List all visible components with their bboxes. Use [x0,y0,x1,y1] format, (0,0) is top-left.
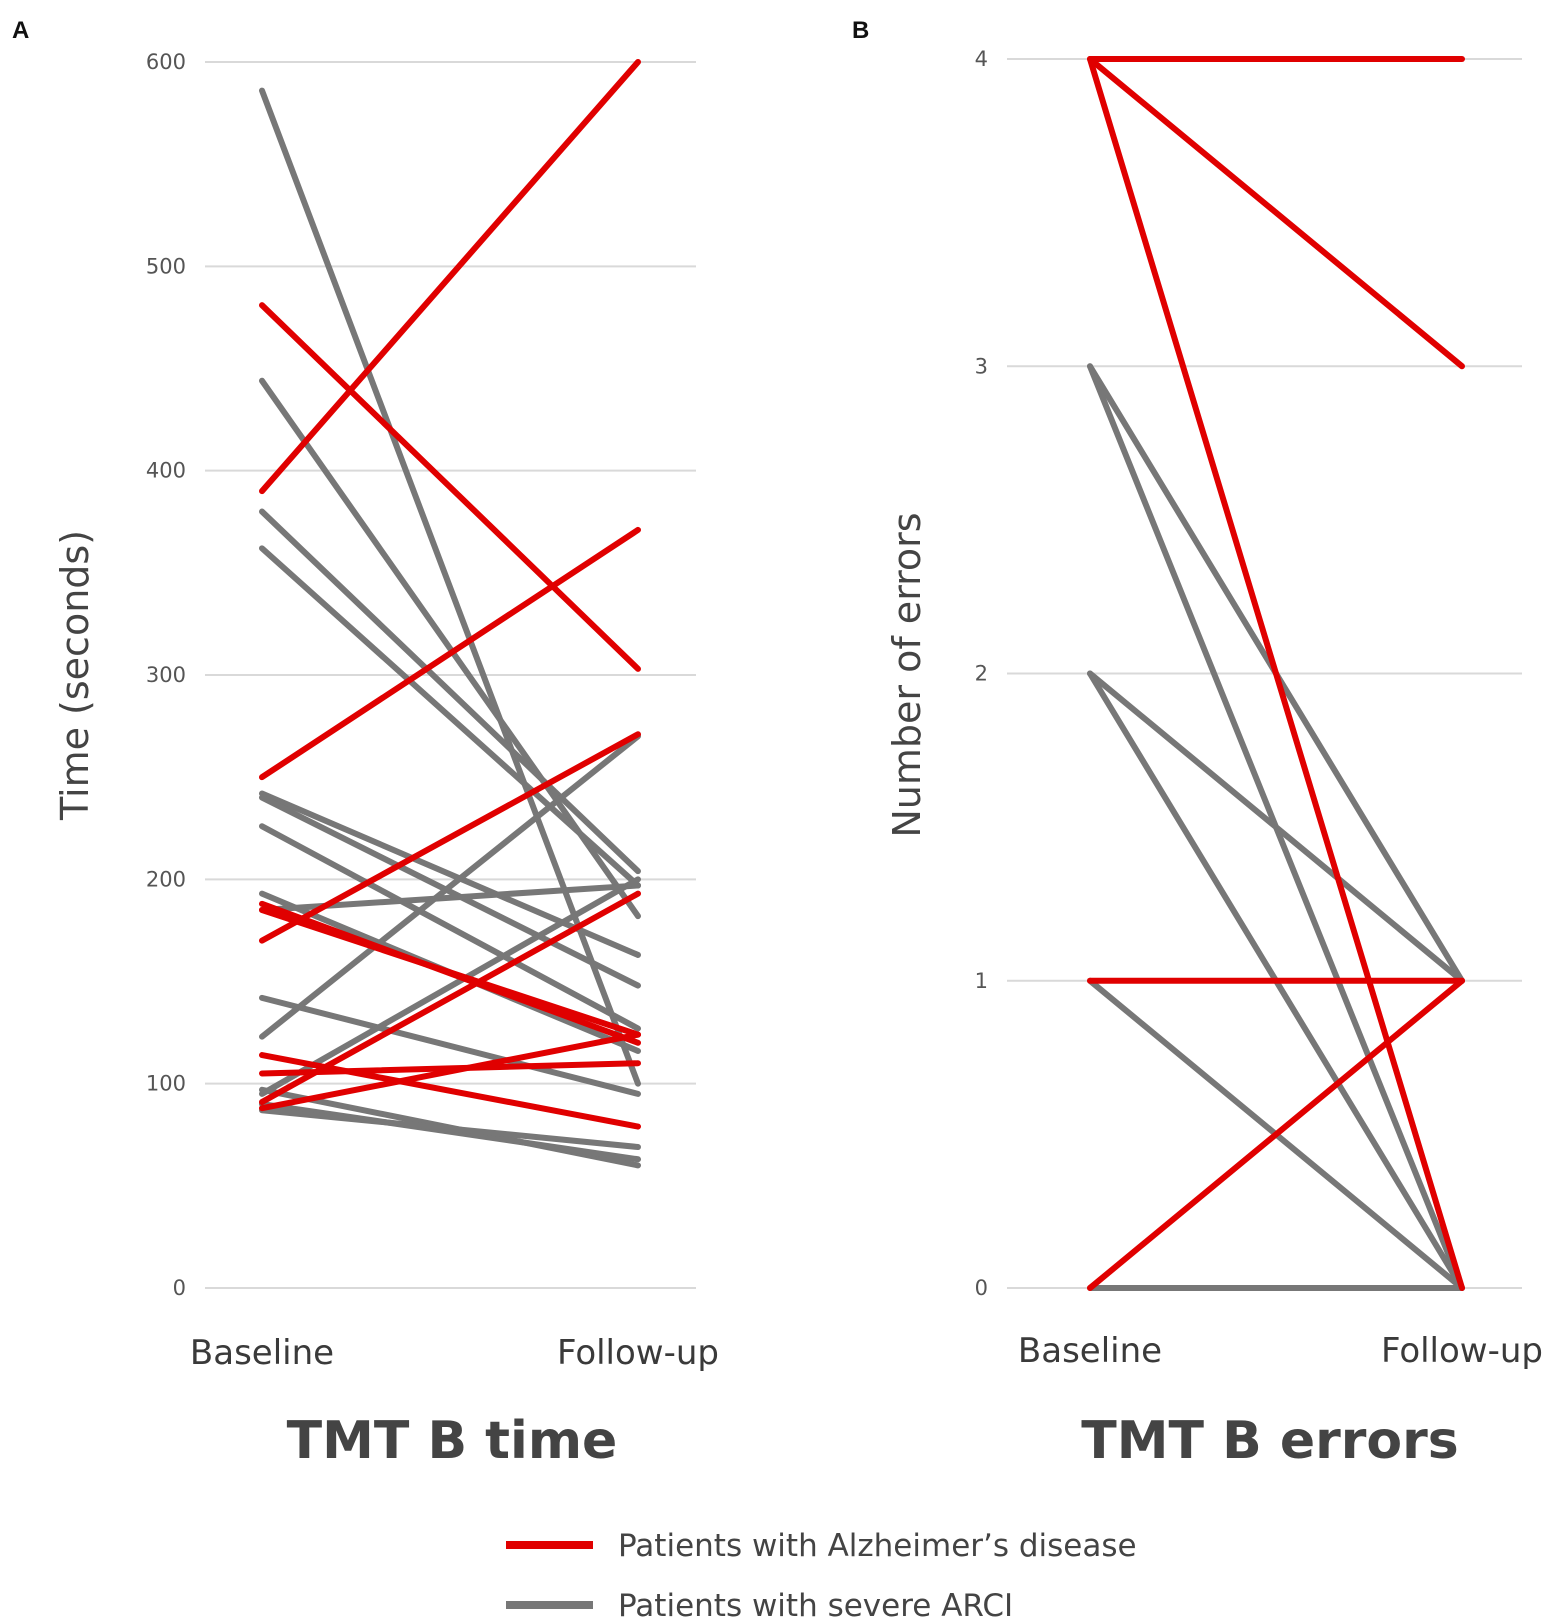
series-group [259,59,641,1169]
y-tick-label: 0 [975,1276,988,1300]
series-line-alzheimers [259,731,641,944]
y-tick-label: 4 [975,47,988,71]
legend: Patients with Alzheimer’s disease Patient… [506,1528,1137,1621]
y-tick-label: 1 [975,969,988,993]
chart-title: TMT B errors [1081,1411,1458,1471]
series-line-arci [259,508,641,875]
series-line-arci [259,545,641,889]
y-tick-label: 3 [975,354,988,378]
y-tick-label: 300 [146,663,186,687]
series-line-alzheimers [1087,56,1465,370]
y-tick-label: 0 [173,1276,186,1300]
y-tick-label: 500 [146,254,186,278]
y-axis-title: Time (seconds) [53,530,97,821]
panel-label: A [12,17,29,44]
series-line-arci [259,733,641,1040]
series-line-alzheimers [259,526,641,781]
series-line-arci [1087,670,1465,984]
y-tick-label: 400 [146,459,186,483]
panel-label: B [852,17,869,44]
x-category-label: Follow-up [1381,1331,1543,1371]
x-category-label: Follow-up [557,1333,719,1373]
x-category-label: Baseline [190,1333,334,1373]
panel-b: B 0 1 2 3 4 Number of errors Baseline Follow-up T… [852,17,1543,1471]
y-tick-label: 600 [146,50,186,74]
series-line-arci [259,1107,641,1151]
legend-label: Patients with Alzheimer’s disease [618,1528,1137,1564]
series-line-arci [259,994,641,1097]
chart-title: TMT B time [287,1411,618,1471]
series-line-alzheimers [259,890,641,1106]
series-group [1087,56,1465,1291]
series-line-alzheimers [1087,977,1465,1291]
series-line-arci [259,87,641,1087]
series-line-arci [259,1101,641,1163]
series-line-alzheimers [259,1031,641,1112]
y-tick-label: 2 [975,662,988,686]
series-line-alzheimers [259,302,641,672]
series-line-arci [259,876,641,1097]
series-line-alzheimers [259,906,641,1038]
y-axis-title: Number of errors [885,512,929,837]
y-tick-label: 100 [146,1072,186,1096]
x-category-label: Baseline [1018,1331,1162,1371]
y-tick-label: 200 [146,867,186,891]
legend-label: Patients with severe ARCI [618,1588,1013,1621]
series-line-alzheimers [1087,56,1465,1291]
panel-a: A 0 100 200 300 400 500 600 Time (seconds) Baseli… [12,17,719,1471]
series-line-arci [259,823,641,1032]
series-line-alzheimers [259,1060,641,1077]
series-line-alzheimers [259,59,641,495]
series-line-arci [259,794,641,989]
